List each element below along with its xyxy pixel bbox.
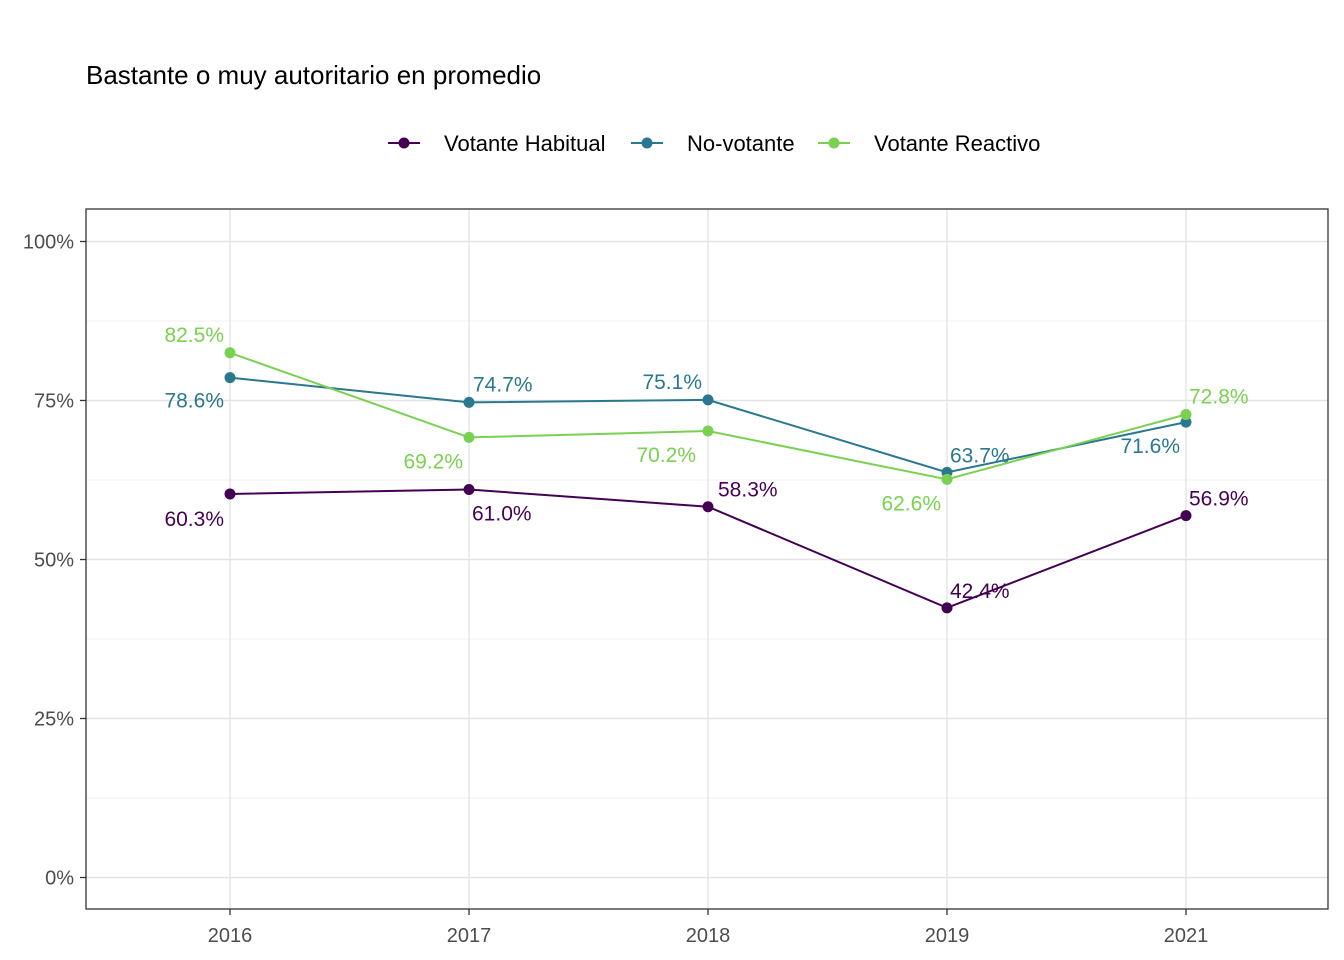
- legend-label: No-votante: [687, 131, 795, 156]
- data-label: 82.5%: [164, 324, 224, 347]
- data-point: [463, 396, 475, 408]
- data-point: [1180, 510, 1192, 522]
- axes: 0% 25% 50% 75% 100% 2016 2017 2018 2019 2021: [23, 232, 1208, 948]
- series: [224, 347, 1192, 485]
- data-label: 74.7%: [473, 373, 533, 396]
- chart-title: Bastante o muy autoritario en promedio: [86, 60, 541, 90]
- grid: [86, 209, 1328, 909]
- data-label: 62.6%: [881, 492, 941, 515]
- data-label: 58.3%: [718, 479, 778, 502]
- data-point: [463, 484, 475, 496]
- series: [224, 484, 1192, 614]
- data-label: 72.8%: [1189, 385, 1249, 408]
- x-tick-label: 2017: [447, 925, 492, 947]
- data-label: 71.6%: [1120, 435, 1180, 458]
- legend-label: Votante Reactivo: [874, 131, 1040, 156]
- legend-key-point: [398, 137, 410, 149]
- data-labels: 78.6% 74.7% 75.1% 63.7% 71.6%: [164, 371, 1180, 468]
- data-label: 56.9%: [1189, 488, 1249, 511]
- data-point: [1180, 408, 1192, 420]
- data-label: 69.2%: [403, 450, 463, 473]
- data-label: 63.7%: [950, 444, 1010, 467]
- data-label: 42.4%: [950, 580, 1010, 603]
- data-point: [463, 431, 475, 443]
- legend-item: Votante Reactivo: [818, 131, 1040, 156]
- data-label: 78.6%: [164, 390, 224, 413]
- legend-label: Votante Habitual: [444, 131, 605, 156]
- y-tick-label: 50%: [34, 550, 74, 572]
- legend: Votante Habitual No-votante Votante Reacti…: [388, 131, 1040, 156]
- data-point: [702, 501, 714, 513]
- data-point: [224, 488, 236, 500]
- x-tick-label: 2021: [1164, 925, 1209, 947]
- legend-item: No-votante: [631, 131, 795, 156]
- data-labels: 82.5% 69.2% 70.2% 62.6% 72.8%: [164, 324, 1248, 516]
- data-point: [1180, 416, 1192, 428]
- data-point: [941, 473, 953, 485]
- data-point: [941, 602, 953, 614]
- y-tick-label: 25%: [34, 709, 74, 731]
- data-point: [224, 347, 236, 359]
- data-point: [224, 372, 236, 384]
- data-label: 75.1%: [642, 371, 702, 394]
- x-tick-label: 2016: [208, 925, 253, 947]
- x-tick-label: 2019: [925, 925, 970, 947]
- legend-key-point: [828, 137, 840, 149]
- data-label: 60.3%: [164, 508, 224, 531]
- legend-item: Votante Habitual: [388, 131, 605, 156]
- y-tick-label: 100%: [23, 232, 74, 254]
- series-group: 60.3% 61.0% 58.3% 42.4% 56.9% 78.6% 74.7% 75.1%…: [164, 324, 1249, 614]
- y-tick-label: 0%: [45, 868, 74, 890]
- x-tick-label: 2018: [686, 925, 731, 947]
- data-label: 61.0%: [472, 503, 532, 526]
- data-label: 70.2%: [636, 444, 696, 467]
- data-labels: 60.3% 61.0% 58.3% 42.4% 56.9%: [164, 479, 1248, 603]
- data-point: [702, 425, 714, 437]
- y-tick-label: 75%: [34, 391, 74, 413]
- data-point: [702, 394, 714, 406]
- legend-key-point: [641, 137, 653, 149]
